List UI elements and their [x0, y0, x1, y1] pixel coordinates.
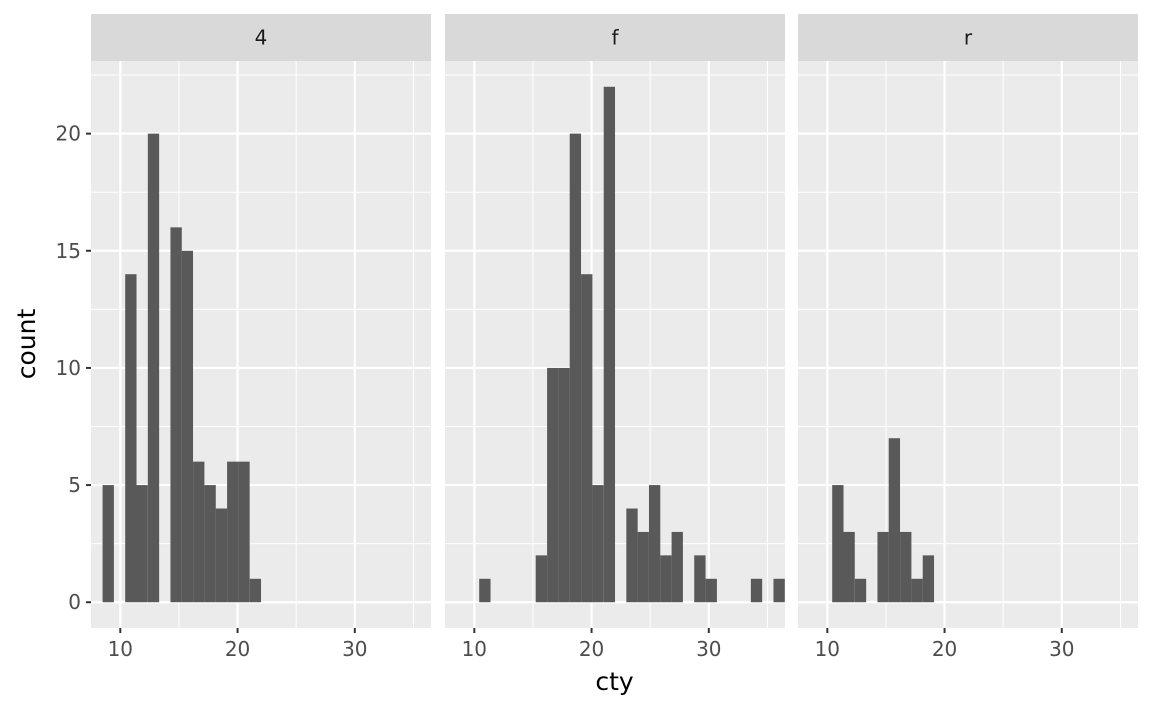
histogram-bar	[147, 133, 160, 603]
histogram-bar	[626, 508, 638, 603]
histogram-bar	[911, 578, 923, 603]
histogram-bar	[637, 531, 649, 603]
x-tick-label: 30	[696, 637, 721, 661]
facet-strip	[798, 14, 1138, 61]
facet-strip-label: r	[964, 26, 973, 50]
histogram-bar	[922, 555, 935, 603]
histogram-bar	[750, 578, 763, 603]
histogram-bar	[705, 578, 717, 603]
histogram-bar	[170, 227, 182, 603]
x-tick-label: 10	[462, 637, 487, 661]
facet-strip-label: f	[611, 26, 619, 50]
facet-strip-label: 4	[255, 26, 268, 50]
histogram-bar	[569, 133, 582, 603]
histogram-bar	[888, 438, 901, 603]
histogram-bar	[125, 274, 137, 603]
histogram-bar	[136, 485, 148, 603]
facet-strip	[91, 14, 431, 61]
histogram-bar	[238, 461, 250, 603]
y-tick-label: 20	[56, 122, 81, 146]
y-axis: 0 5 10 15 20	[56, 122, 91, 614]
y-tick-label: 10	[56, 356, 81, 380]
histogram-bar	[603, 86, 616, 603]
histogram-bar	[249, 578, 262, 603]
facet-strip	[445, 14, 785, 61]
histogram-bar	[227, 461, 239, 603]
x-tick-label: 10	[815, 637, 840, 661]
histogram-bar	[102, 485, 114, 603]
facet-panel-4: 4 10 20 30	[91, 14, 431, 661]
histogram-bar	[181, 250, 194, 603]
histogram-bar	[832, 485, 844, 603]
x-tick-label: 30	[1049, 637, 1074, 661]
x-tick-label: 20	[579, 637, 604, 661]
facet-panel-f: f 10 20 30	[445, 14, 785, 661]
histogram-bar	[479, 578, 491, 603]
histogram-bar	[671, 531, 683, 603]
histogram-bar	[204, 485, 216, 603]
histogram-bar	[193, 461, 205, 603]
panels-layer: 4 10 20 30 f 10 20 30 r 10 20 30	[91, 14, 1138, 661]
x-axis-title: cty	[595, 667, 634, 696]
histogram-bar	[592, 485, 604, 603]
histogram-bar	[877, 531, 889, 603]
histogram-bar	[854, 578, 867, 603]
histogram-bar	[843, 531, 855, 603]
histogram-bar	[900, 531, 912, 603]
histogram-bar	[547, 367, 559, 603]
y-tick-label: 5	[68, 473, 81, 497]
y-axis-title: count	[12, 309, 41, 380]
x-tick-label: 20	[225, 637, 250, 661]
x-tick-label: 30	[342, 637, 367, 661]
histogram-bar	[581, 274, 593, 603]
histogram-bar	[694, 555, 706, 603]
facet-panel-r: r 10 20 30	[798, 14, 1138, 661]
x-tick-label: 20	[932, 637, 957, 661]
histogram-bar	[558, 367, 570, 603]
histogram-bar	[773, 578, 785, 603]
y-tick-label: 15	[56, 239, 81, 263]
histogram-bar	[648, 485, 661, 603]
x-tick-label: 10	[108, 637, 133, 661]
histogram-bar	[660, 555, 672, 603]
y-tick-label: 0	[68, 590, 81, 614]
histogram-bar	[535, 555, 548, 603]
histogram-bar	[215, 508, 228, 603]
